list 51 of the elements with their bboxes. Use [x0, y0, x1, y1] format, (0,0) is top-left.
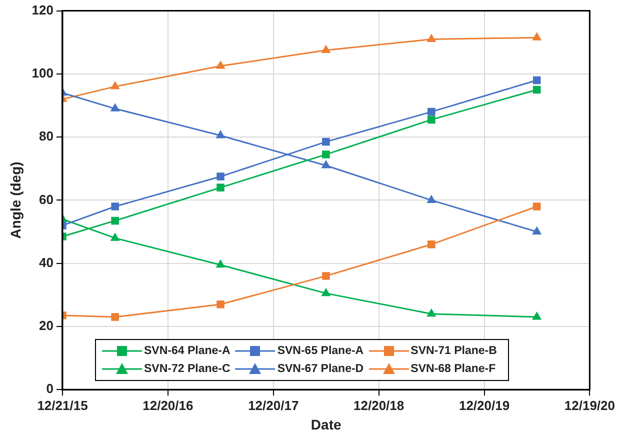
point [532, 76, 541, 84]
legend-label: SVN-65 Plane-A [277, 345, 364, 357]
x-axis-title: Date [310, 416, 342, 432]
point [322, 150, 330, 158]
point [216, 300, 224, 308]
x-tick-label: 12/19/20 [564, 398, 616, 413]
y-tick-label: 80 [39, 128, 54, 144]
point [322, 272, 330, 280]
point [110, 103, 120, 112]
point [321, 44, 331, 54]
point [532, 202, 541, 210]
point [216, 60, 226, 69]
legend-label: SVN-68 Plane-F [410, 363, 496, 375]
point [532, 226, 542, 235]
y-tick-label: 40 [39, 254, 54, 270]
legend-label: SVN-67 Plane-D [277, 363, 364, 375]
x-tick-label: 12/20/16 [142, 398, 194, 413]
point [532, 311, 542, 320]
point [322, 138, 330, 146]
point [321, 288, 331, 296]
point [216, 130, 226, 138]
point [216, 184, 224, 192]
point [216, 259, 226, 268]
x-tick-label: 12/20/19 [458, 398, 510, 413]
y-axis-title: Angle (deg) [7, 162, 24, 239]
point [111, 202, 119, 210]
y-tick-label: 120 [32, 2, 54, 18]
legend-label: SVN-72 Plane-C [144, 363, 230, 375]
point [110, 232, 120, 241]
point [532, 32, 542, 40]
point [428, 116, 436, 124]
point [428, 240, 436, 248]
x-tick-label: 12/21/15 [37, 398, 88, 413]
point [426, 34, 436, 42]
y-tick-label: 0 [46, 381, 54, 396]
point [532, 86, 541, 94]
y-tick-label: 100 [32, 66, 54, 81]
legend-label: SVN-64 Plane-A [144, 345, 230, 357]
legend-label: SVN-71 Plane-B [410, 345, 497, 357]
point [321, 160, 331, 168]
y-tick-label: 20 [39, 318, 54, 334]
point [216, 172, 224, 180]
y-tick-label: 60 [39, 192, 54, 207]
point [426, 194, 436, 203]
x-tick-label: 12/20/18 [354, 398, 404, 413]
point [111, 216, 119, 225]
point [428, 108, 436, 116]
point [111, 313, 119, 321]
point [110, 81, 120, 90]
x-tick-label: 12/20/17 [248, 398, 299, 413]
point [426, 308, 436, 317]
